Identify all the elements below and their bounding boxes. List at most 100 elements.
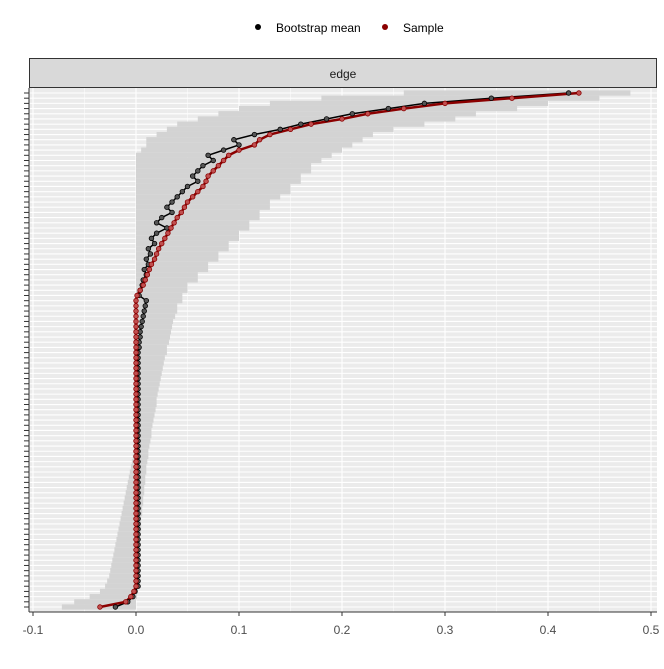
- sample-point: [287, 126, 294, 133]
- ci-band: [136, 183, 291, 190]
- bootstrap-mean-point: [189, 173, 196, 179]
- ci-band: [133, 344, 167, 351]
- sample-point: [140, 282, 146, 288]
- ci-band: [146, 142, 353, 148]
- sample-point: [210, 168, 216, 174]
- sample-point: [133, 578, 139, 584]
- sample-point: [339, 116, 345, 122]
- sample-point: [133, 360, 139, 366]
- ci-band: [133, 360, 164, 366]
- sample-point: [133, 370, 139, 377]
- bootstrap-mean-point: [184, 183, 191, 190]
- ci-band: [133, 438, 151, 444]
- bootstrap-mean-point: [112, 604, 119, 610]
- sample-point: [133, 541, 139, 548]
- sample-point: [133, 386, 139, 392]
- ci-band: [133, 433, 152, 439]
- sample-point: [133, 443, 139, 449]
- sample-point: [133, 536, 139, 543]
- sample-point: [144, 272, 151, 278]
- sample-point: [133, 381, 139, 387]
- bootstrap-mean-point: [169, 209, 175, 216]
- sample-point: [133, 474, 139, 480]
- ci-band: [133, 355, 165, 361]
- sample-point: [251, 142, 258, 148]
- bootstrap-mean-point: [141, 308, 147, 314]
- ci-band: [133, 422, 153, 428]
- sample-point: [97, 604, 103, 610]
- bootstrap-mean-point: [143, 256, 149, 262]
- sample-point: [133, 375, 139, 382]
- sample-point: [308, 121, 314, 127]
- sample-point: [133, 323, 139, 330]
- ci-band: [133, 298, 183, 304]
- sample-point: [131, 588, 137, 595]
- bootstrap-mean-point: [231, 137, 237, 143]
- sample-point: [133, 490, 139, 496]
- ci-band: [146, 137, 363, 143]
- ci-band: [136, 163, 312, 169]
- sample-point: [133, 339, 139, 345]
- ci-band: [122, 505, 143, 511]
- sample-point: [203, 178, 209, 184]
- ci-band: [133, 448, 149, 454]
- legend-bootstrap-mean-label: Bootstrap mean: [276, 21, 361, 35]
- facet-strip: [29, 58, 657, 88]
- x-tick-label: -0.1: [23, 623, 44, 637]
- ci-band: [112, 557, 140, 563]
- sample-point: [133, 308, 139, 314]
- sample-point: [236, 147, 242, 153]
- sample-point: [133, 438, 139, 444]
- bootstrap-mean-point: [142, 303, 148, 309]
- sample-point: [133, 313, 139, 319]
- bootstrap-mean-point: [565, 90, 572, 96]
- ci-band: [133, 308, 178, 314]
- ci-band: [133, 407, 156, 413]
- ci-band: [110, 568, 139, 574]
- bootstrap-mean-point: [277, 126, 283, 133]
- ci-band: [105, 583, 139, 589]
- y-axis-ticks: [24, 92, 29, 608]
- sample-point: [133, 479, 139, 486]
- bootstrap-mean-point: [220, 147, 227, 153]
- ci-band: [133, 324, 173, 330]
- bootstrap-mean-point: [145, 246, 152, 252]
- legend: Bootstrap mean Sample: [255, 21, 444, 35]
- ci-band: [133, 427, 152, 434]
- ci-band: [136, 157, 322, 164]
- ci-band: [136, 251, 219, 257]
- bootstrap-mean-point: [385, 105, 392, 112]
- x-tick-label: 0.0: [128, 623, 145, 637]
- sample-point: [133, 412, 139, 418]
- sample-point: [133, 344, 139, 351]
- sample-point: [171, 220, 177, 226]
- ci-band: [136, 272, 198, 278]
- ci-band: [239, 105, 518, 112]
- ci-band: [133, 381, 160, 387]
- ci-band: [136, 220, 250, 226]
- bootstrap-mean-point: [141, 266, 147, 273]
- ci-band: [136, 282, 188, 288]
- sample-point: [133, 583, 139, 589]
- ci-band: [133, 375, 161, 382]
- sample-point: [133, 573, 139, 579]
- sample-point: [133, 495, 139, 501]
- sample-point: [133, 349, 139, 356]
- bootstrap-mean-point: [488, 95, 495, 101]
- ci-band: [116, 536, 141, 543]
- ci-band: [109, 573, 139, 579]
- bootstrap-mean-point: [200, 162, 206, 169]
- ci-band: [136, 168, 312, 174]
- ci-band: [133, 443, 150, 449]
- ci-band: [133, 365, 163, 371]
- ci-band: [118, 526, 142, 532]
- sample-point: [142, 277, 148, 283]
- sample-point: [442, 100, 448, 107]
- sample-point: [133, 562, 139, 569]
- bootstrap-mean-point: [139, 318, 145, 325]
- bootstrap-mean-point: [153, 220, 160, 226]
- sample-point: [134, 292, 140, 299]
- bootstrap-mean-point: [169, 199, 175, 205]
- sample-point: [133, 432, 139, 439]
